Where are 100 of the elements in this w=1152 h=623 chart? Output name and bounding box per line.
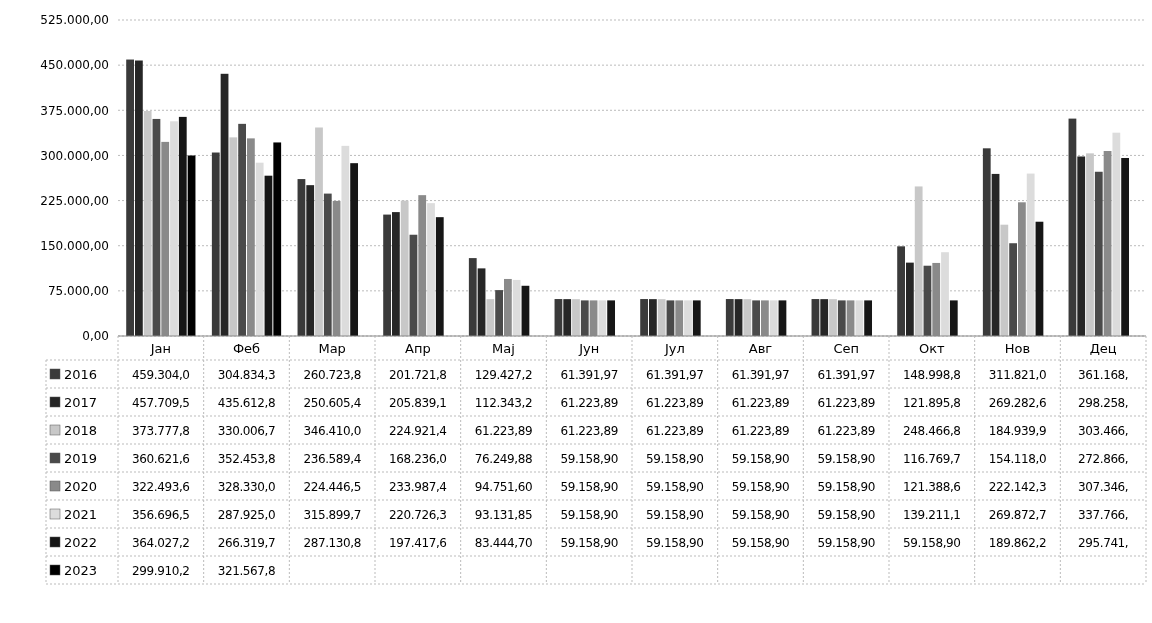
y-tick-label: 450.000,00 [40, 58, 109, 73]
bar [897, 246, 905, 336]
bar [341, 145, 350, 336]
data-label: 298.258, [1078, 396, 1129, 410]
bar [427, 203, 435, 336]
bar [1112, 132, 1121, 336]
x-tick-label: Окт [919, 341, 946, 356]
data-label: 315.899,7 [303, 508, 361, 522]
data-label: 360.621,6 [132, 452, 190, 466]
bar [495, 290, 503, 336]
data-label: 266.319,7 [217, 536, 276, 550]
x-tick-label: Јун [578, 341, 600, 356]
bar [400, 200, 409, 336]
data-label: 116.769,7 [903, 452, 961, 466]
bar [134, 60, 143, 336]
data-label: 121.388,6 [903, 480, 961, 494]
data-label: 139.211,1 [903, 508, 961, 522]
x-tick-label: Мај [492, 341, 515, 356]
data-label: 299.910,2 [132, 564, 190, 578]
data-label: 189.862,2 [988, 536, 1047, 550]
data-label: 93.131,85 [474, 508, 533, 522]
bar [837, 300, 846, 336]
data-label: 373.777,8 [132, 424, 190, 438]
bar [820, 299, 829, 336]
data-label: 236.589,4 [303, 452, 361, 466]
data-label: 201.721,8 [389, 368, 447, 382]
bar [829, 299, 837, 336]
x-tick-label: Авг [748, 341, 773, 356]
data-label: 61.223,89 [560, 424, 618, 438]
data-label: 352.453,8 [217, 452, 276, 466]
bar [752, 300, 760, 336]
bar [512, 279, 521, 336]
data-label: 61.223,89 [731, 396, 790, 410]
data-label: 260.723,8 [303, 368, 361, 382]
data-label: 148.998,8 [903, 368, 961, 382]
x-tick-label: Феб [232, 341, 261, 356]
data-label: 59.158,90 [646, 508, 704, 522]
legend-label: 2023 [64, 563, 98, 578]
bar [982, 148, 991, 336]
data-label: 307.346, [1078, 480, 1129, 494]
bar [905, 262, 914, 336]
bar [725, 299, 734, 336]
bar [914, 186, 923, 336]
data-label: 224.921,4 [389, 424, 447, 438]
data-label: 435.612,8 [217, 396, 276, 410]
data-label: 61.391,97 [560, 368, 618, 382]
data-label: 233.987,4 [389, 480, 447, 494]
data-label: 197.417,6 [389, 536, 447, 550]
y-tick-label: 300.000,00 [40, 148, 109, 163]
data-label: 59.158,90 [817, 536, 875, 550]
x-tick-label: Јан [149, 341, 171, 356]
bar [486, 299, 495, 336]
y-tick-label: 0,00 [82, 329, 109, 344]
data-label: 76.249,88 [474, 452, 533, 466]
bar [220, 73, 229, 336]
data-label: 61.391,97 [731, 368, 790, 382]
bar [178, 116, 187, 336]
data-label: 59.158,90 [731, 536, 790, 550]
data-label: 154.118,0 [988, 452, 1047, 466]
bar [1000, 224, 1009, 336]
data-label: 220.726,3 [389, 508, 447, 522]
data-label: 121.895,8 [903, 396, 961, 410]
data-label: 61.223,89 [731, 424, 790, 438]
data-label: 83.444,70 [474, 536, 533, 550]
data-label: 61.223,89 [646, 396, 704, 410]
bar [692, 300, 701, 336]
bar [383, 214, 391, 336]
data-label: 61.223,89 [646, 424, 704, 438]
data-label: 59.158,90 [817, 480, 875, 494]
data-label: 59.158,90 [731, 480, 790, 494]
bar [769, 300, 778, 336]
bar [949, 300, 958, 336]
bar [435, 217, 444, 336]
data-label: 224.446,5 [303, 480, 361, 494]
legend-label: 2016 [64, 367, 98, 382]
bar [255, 162, 264, 336]
data-label: 222.142,3 [988, 480, 1047, 494]
bar [563, 299, 572, 336]
bar [238, 123, 246, 336]
data-label: 59.158,90 [560, 480, 618, 494]
data-label: 205.839,1 [389, 396, 447, 410]
y-tick-label: 525.000,00 [40, 13, 109, 28]
x-tick-label: Дец [1089, 341, 1117, 356]
data-label: 59.158,90 [817, 508, 875, 522]
x-tick-label: Јул [663, 341, 685, 356]
data-label: 61.223,89 [474, 424, 533, 438]
data-label: 364.027,2 [132, 536, 190, 550]
data-label: 272.866, [1078, 452, 1129, 466]
legend-label: 2020 [64, 479, 98, 494]
data-label: 303.466, [1078, 424, 1129, 438]
bar [229, 137, 238, 336]
bar [468, 258, 477, 336]
data-label: 295.741, [1078, 536, 1129, 550]
bar [350, 163, 359, 336]
data-label: 61.223,89 [817, 396, 875, 410]
bar [273, 142, 282, 336]
data-label: 59.158,90 [646, 536, 704, 550]
bar [187, 155, 196, 336]
bar [315, 127, 323, 336]
data-label: 112.343,2 [474, 396, 533, 410]
